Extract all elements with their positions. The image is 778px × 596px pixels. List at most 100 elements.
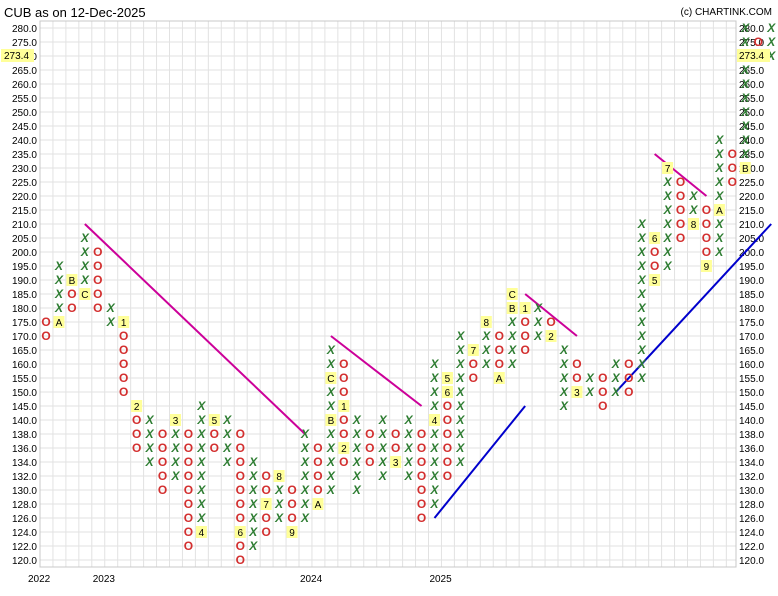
price-tick-left: 200.0 [12,248,37,259]
o-mark: O [728,161,737,175]
x-mark: X [663,259,673,273]
x-mark: X [326,343,336,357]
price-tick-right: 122.0 [739,542,764,553]
price-tick-left: 120.0 [12,556,37,567]
o-mark: O [313,455,322,469]
x-mark: X [455,357,465,371]
price-tick-right: 195.0 [739,262,764,273]
price-tick-left: 250.0 [12,108,37,119]
x-mark: X [740,105,750,119]
o-mark: O [184,483,193,497]
price-tick-right: 215.0 [739,206,764,217]
o-mark: O [261,511,270,525]
price-tick-right: 140.0 [739,416,764,427]
o-mark: O [132,413,141,427]
x-mark: X [663,217,673,231]
x-mark: X [404,469,414,483]
o-mark: O [158,483,167,497]
price-tick-right: 132.0 [739,472,764,483]
month-marker: 5 [445,374,451,385]
price-tick-right: 205.0 [739,234,764,245]
x-mark: X [663,245,673,259]
x-mark: X [429,427,439,441]
month-marker: A [716,206,723,217]
o-mark: O [365,441,374,455]
price-tick-right: 136.0 [739,444,764,455]
x-mark: X [740,21,750,35]
x-mark: X [196,399,206,413]
price-tick-right: 124.0 [739,528,764,539]
o-mark: O [702,231,711,245]
o-mark: O [624,357,633,371]
x-mark: X [222,455,232,469]
o-mark: O [236,497,245,511]
x-mark: X [326,357,336,371]
price-tick-right: 200.0 [739,248,764,259]
o-mark: O [365,455,374,469]
price-tick-left: 185.0 [12,290,37,301]
x-mark: X [637,371,647,385]
x-mark: X [248,469,258,483]
o-mark: O [546,315,555,329]
month-marker: B [328,416,335,427]
price-tick-right: 280.0 [739,24,764,35]
o-mark: O [443,399,452,413]
x-mark: X [378,455,388,469]
month-marker-bg [441,386,453,398]
x-mark: X [248,497,258,511]
price-tick-right: 150.0 [739,388,764,399]
plot-frame [39,20,737,568]
price-tick-right: 220.0 [739,192,764,203]
o-mark: O [93,259,102,273]
x-mark: X [429,469,439,483]
x-mark: X [248,511,258,525]
resistance-trendline [524,293,578,337]
price-tick-left: 265.0 [12,66,37,77]
price-tick-left: 160.0 [12,360,37,371]
o-mark: O [184,511,193,525]
x-mark: X [248,539,258,553]
x-mark: X [222,413,232,427]
price-tick-left: 155.0 [12,374,37,385]
month-marker: C [509,290,516,301]
month-marker-bg [467,344,479,356]
o-mark: O [676,175,685,189]
month-marker-bg [325,414,337,426]
current-price-left-label: 273.4 [4,51,29,62]
o-mark: O [67,287,76,301]
price-tick-left: 128.0 [12,500,37,511]
x-mark: X [222,427,232,441]
o-mark: O [650,259,659,273]
month-marker-bg [441,372,453,384]
o-mark: O [184,525,193,539]
current-price-right-bg [737,49,770,62]
o-mark: O [93,287,102,301]
x-mark: X [80,259,90,273]
x-mark: X [106,301,116,315]
x-mark: X [352,427,362,441]
x-mark: X [714,231,724,245]
x-mark: X [740,77,750,91]
o-mark: O [236,455,245,469]
x-mark: X [300,427,310,441]
year-label: 2022 [28,574,51,585]
o-mark: O [184,455,193,469]
x-mark: X [455,385,465,399]
month-marker-bg [273,470,285,482]
price-tick-left: 175.0 [12,318,37,329]
o-mark: O [443,469,452,483]
month-marker: 3 [393,458,399,469]
x-mark: X [455,427,465,441]
o-mark: O [132,427,141,441]
x-mark: X [559,343,569,357]
x-mark: X [196,511,206,525]
o-mark: O [184,441,193,455]
price-tick-left: 122.0 [12,542,37,553]
x-mark: X [766,35,776,49]
month-marker-bg [571,386,583,398]
o-mark: O [184,427,193,441]
month-marker-bg [325,372,337,384]
price-tick-right: 165.0 [739,346,764,357]
x-mark: X [455,343,465,357]
x-mark: X [455,441,465,455]
